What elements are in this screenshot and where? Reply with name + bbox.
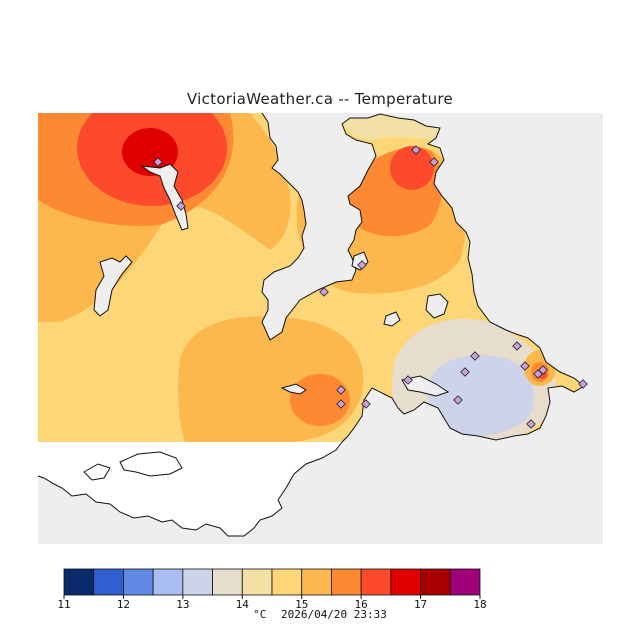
station-marker[interactable] [429,157,439,167]
legend-tick-label: 14 [236,598,250,611]
station-marker[interactable] [460,367,470,377]
legend-swatch [360,568,392,596]
weather-stations [153,145,588,429]
station-marker[interactable] [411,145,421,155]
station-marker[interactable] [578,379,588,389]
legend-swatch [152,568,184,596]
legend-swatch [420,568,451,596]
legend-swatch [63,568,95,596]
station-marker[interactable] [453,395,463,405]
island-east-1 [425,293,449,319]
legend-swatch [182,568,213,596]
station-marker[interactable] [153,157,163,167]
legend-tick-label: 18 [473,598,486,611]
legend-tick-label: 12 [117,598,130,611]
unit-label: °C [253,608,267,621]
legend-tick-label: 13 [176,598,189,611]
inlet-north [140,163,189,231]
station-marker[interactable] [176,201,186,211]
legend-swatch [271,568,303,596]
legend-ticks: 11 12 13 14 15 16 17 18 [57,595,487,611]
station-marker[interactable] [470,351,480,361]
station-marker[interactable] [336,399,346,409]
legend-swatch [301,568,332,596]
island-south-1 [119,451,183,477]
map-title: VictoriaWeather.ca -- Temperature [186,90,454,108]
legend-footer: °C 2026/04/20 23:33 [0,608,640,621]
legend-swatch [331,568,362,596]
legend-tick-label: 17 [414,598,427,611]
lake-west [93,255,133,317]
coastline [261,112,585,443]
station-marker[interactable] [512,341,522,351]
legend-swatch [123,568,154,596]
coastline-south [37,441,343,537]
station-marker[interactable] [520,361,530,371]
station-marker[interactable] [357,260,367,270]
land-blank-south [38,442,342,536]
legend-tick-label: 11 [57,598,70,611]
harbour [401,375,450,397]
station-marker[interactable] [361,399,371,409]
station-marker[interactable] [403,375,413,385]
legend-swatch [93,568,124,596]
station-marker[interactable] [526,419,536,429]
island-south-2 [83,463,111,481]
legend-swatch [390,568,421,596]
legend-swatches [63,568,481,596]
island-east-2 [383,311,401,327]
lake-south [280,383,307,395]
timestamp: 2026/04/20 23:33 [280,608,387,621]
legend-swatch [449,568,481,596]
legend-tick-label: 15 [295,598,308,611]
legend-swatch [241,568,273,596]
station-marker[interactable] [538,365,548,375]
legend-tick-label: 16 [355,598,368,611]
station-marker[interactable] [319,287,329,297]
legend-swatch [212,568,243,596]
station-marker[interactable] [336,385,346,395]
